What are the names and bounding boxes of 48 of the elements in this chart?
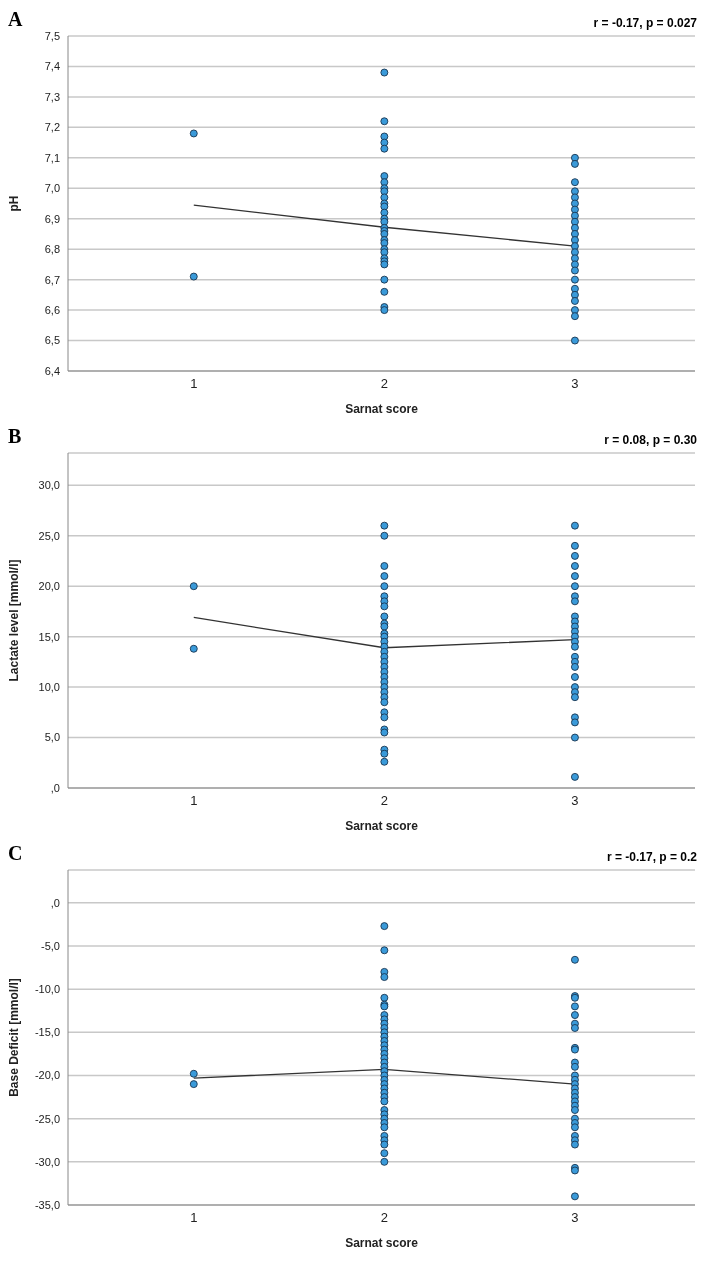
y-tick-label: 6,7 xyxy=(44,273,60,286)
text: r = 0.08, p = 0.30 xyxy=(604,433,697,447)
y-tick-label: 6,8 xyxy=(44,243,60,256)
y-tick-label: 7,0 xyxy=(44,182,60,195)
y-axis-title: Base Deficit [mmol/l] xyxy=(7,978,22,1097)
text: r = -0.17, p = 0.027 xyxy=(593,16,697,30)
x-axis-title: Sarnat score xyxy=(345,1236,419,1250)
y-tick-label: 6,6 xyxy=(44,304,60,316)
y-tick-label: -30,0 xyxy=(34,1155,60,1168)
y-tick-label: -10,0 xyxy=(34,983,60,996)
y-tick-label: 6,9 xyxy=(44,212,60,225)
y-tick-label: 10,0 xyxy=(38,681,60,693)
chart-title: B xyxy=(8,425,22,447)
y-tick-label: 7,5 xyxy=(44,29,60,42)
x-tick-label: 1 xyxy=(190,1210,198,1226)
y-tick-label: -20,0 xyxy=(34,1069,60,1082)
y-tick-label: 7,3 xyxy=(44,90,60,103)
y-axis-title: Lactate level [mmol/l] xyxy=(7,559,22,682)
y-tick-label: -5,0 xyxy=(41,939,60,952)
y-tick-label: -35,0 xyxy=(34,1198,60,1211)
y-tick-label: 25,0 xyxy=(38,529,60,542)
x-tick-label: 1 xyxy=(190,376,198,392)
y-tick-label: -15,0 xyxy=(34,1026,60,1039)
x-tick-label: 2 xyxy=(380,376,388,392)
text: r = -0.17, p = 0.2 xyxy=(606,850,697,864)
x-tick-label: 2 xyxy=(380,1210,388,1226)
x-tick-label: 1 xyxy=(190,793,198,809)
y-tick-label: ,0 xyxy=(50,896,60,909)
y-tick-label: 20,0 xyxy=(38,580,60,593)
y-tick-label: 7,2 xyxy=(44,121,60,134)
x-tick-label: 2 xyxy=(380,793,388,809)
x-axis-title: Sarnat score xyxy=(345,819,419,833)
x-tick-label: 3 xyxy=(571,793,579,809)
y-tick-label: 7,4 xyxy=(44,60,60,73)
y-tick-label: 15,0 xyxy=(38,630,60,643)
x-axis-title: Sarnat score xyxy=(345,402,419,416)
y-tick-label: 7,1 xyxy=(44,151,60,164)
y-tick-label: 6,4 xyxy=(44,364,60,377)
y-tick-label: -25,0 xyxy=(34,1112,60,1125)
y-tick-label: 5,0 xyxy=(44,731,60,744)
y-tick-label: ,0 xyxy=(50,781,60,794)
y-axis-title: pH xyxy=(7,195,22,212)
y-tick-label: 30,0 xyxy=(38,479,60,492)
x-tick-label: 3 xyxy=(571,376,579,392)
chart-title: A xyxy=(8,8,23,30)
y-tick-label: 6,5 xyxy=(44,334,60,347)
x-tick-label: 3 xyxy=(571,1210,579,1226)
chart-title: C xyxy=(8,842,23,864)
